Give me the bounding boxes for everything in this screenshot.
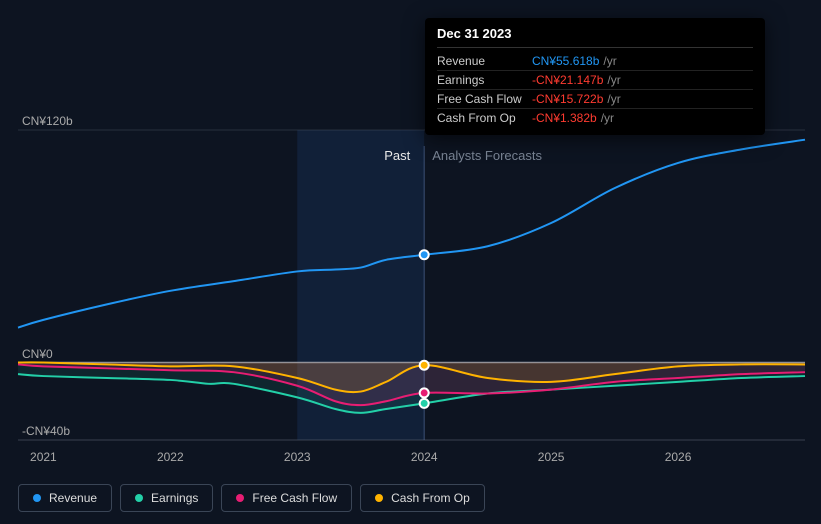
tooltip-row: Free Cash Flow-CN¥15.722b/yr — [437, 90, 753, 109]
tooltip-row-unit: /yr — [603, 54, 616, 68]
tooltip-row-label: Revenue — [437, 54, 532, 68]
x-tick-label: 2024 — [411, 450, 438, 464]
forecast-label: Analysts Forecasts — [432, 148, 542, 163]
tooltip-row-label: Free Cash Flow — [437, 92, 532, 106]
data-tooltip: Dec 31 2023 RevenueCN¥55.618b/yrEarnings… — [425, 18, 765, 135]
tooltip-row-value: CN¥55.618b — [532, 54, 599, 68]
legend-item-label: Cash From Op — [391, 491, 470, 505]
tooltip-date: Dec 31 2023 — [437, 26, 753, 48]
legend-item-label: Earnings — [151, 491, 198, 505]
past-label: Past — [384, 148, 410, 163]
chart-legend: Revenue Earnings Free Cash Flow Cash From O… — [18, 484, 485, 512]
tooltip-row-unit: /yr — [601, 111, 614, 125]
legend-item-label: Free Cash Flow — [252, 491, 337, 505]
tooltip-row-value: -CN¥1.382b — [532, 111, 597, 125]
tooltip-row-label: Earnings — [437, 73, 532, 87]
legend-dot-icon — [135, 494, 143, 502]
tooltip-row: Cash From Op-CN¥1.382b/yr — [437, 109, 753, 127]
legend-item[interactable]: Free Cash Flow — [221, 484, 352, 512]
tooltip-row: Earnings-CN¥21.147b/yr — [437, 71, 753, 90]
legend-item[interactable]: Earnings — [120, 484, 213, 512]
legend-dot-icon — [375, 494, 383, 502]
x-tick-label: 2021 — [30, 450, 57, 464]
tooltip-row-value: -CN¥15.722b — [532, 92, 603, 106]
tooltip-row-label: Cash From Op — [437, 111, 532, 125]
y-tick-label: -CN¥40b — [22, 424, 70, 438]
x-tick-label: 2026 — [665, 450, 692, 464]
tooltip-row-value: -CN¥21.147b — [532, 73, 603, 87]
tooltip-row-unit: /yr — [607, 73, 620, 87]
legend-item[interactable]: Cash From Op — [360, 484, 485, 512]
x-tick-label: 2023 — [284, 450, 311, 464]
x-tick-label: 2025 — [538, 450, 565, 464]
y-tick-label: CN¥0 — [22, 347, 53, 361]
x-tick-label: 2022 — [157, 450, 184, 464]
legend-item-label: Revenue — [49, 491, 97, 505]
tooltip-row: RevenueCN¥55.618b/yr — [437, 52, 753, 71]
legend-dot-icon — [236, 494, 244, 502]
y-tick-label: CN¥120b — [22, 114, 73, 128]
legend-dot-icon — [33, 494, 41, 502]
legend-item[interactable]: Revenue — [18, 484, 112, 512]
tooltip-row-unit: /yr — [607, 92, 620, 106]
